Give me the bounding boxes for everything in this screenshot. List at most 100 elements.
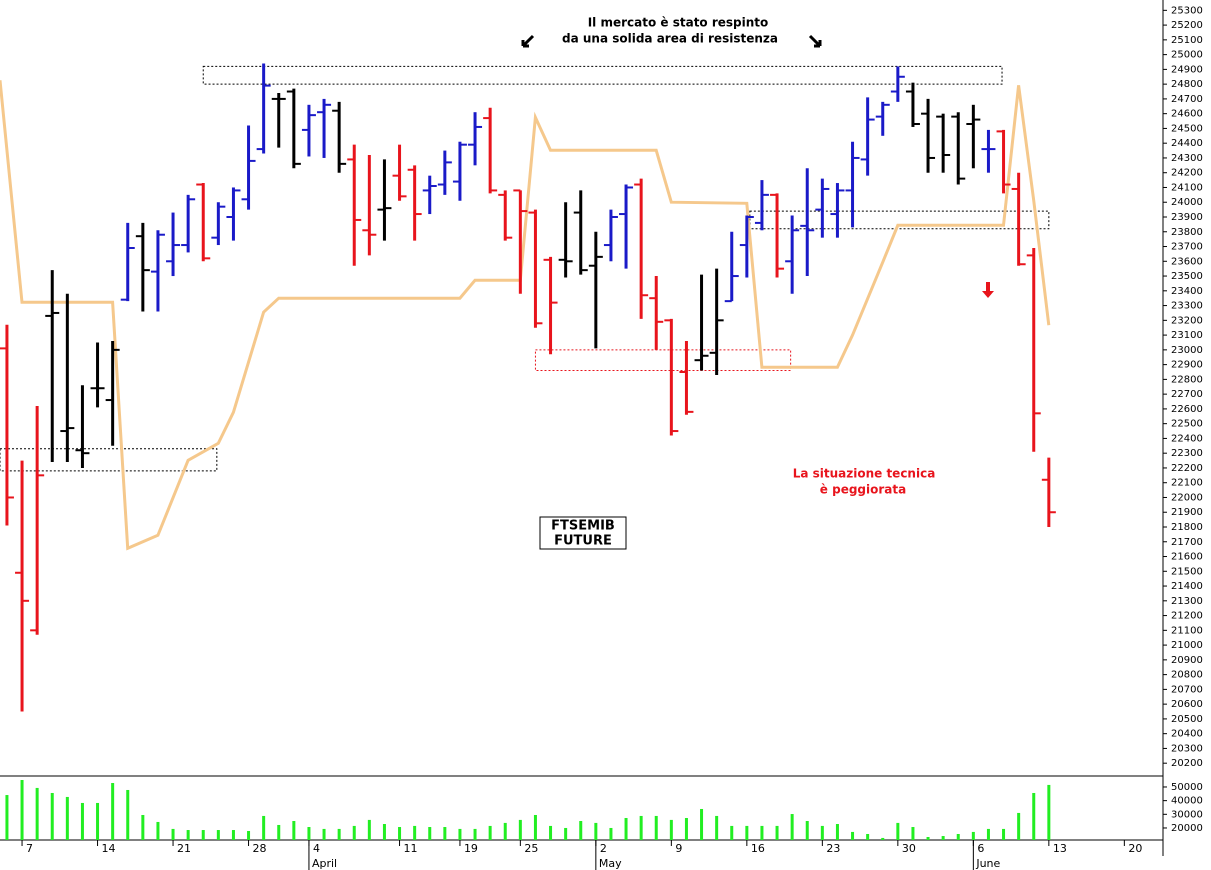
volume-bar bbox=[111, 783, 115, 840]
month-label: April bbox=[312, 857, 337, 870]
arrow bbox=[808, 34, 822, 48]
volume-bar bbox=[65, 796, 69, 840]
x-tick-label: 21 bbox=[177, 842, 191, 855]
y-tick-label: 20400 bbox=[1171, 729, 1203, 740]
y-tick-label: 24000 bbox=[1171, 197, 1203, 208]
y-tick-label: 25000 bbox=[1171, 50, 1203, 61]
x-tick-label: 23 bbox=[826, 842, 840, 855]
y-tick-label: 22900 bbox=[1171, 360, 1203, 371]
volume-bar bbox=[594, 822, 598, 840]
y-tick-label: 20800 bbox=[1171, 670, 1203, 681]
y-tick-label: 22300 bbox=[1171, 448, 1203, 459]
volume-bar bbox=[941, 836, 945, 840]
y-tick-label: 20200 bbox=[1171, 758, 1203, 769]
volume-bar bbox=[851, 831, 855, 840]
resistance-zone bbox=[534, 349, 792, 372]
y-tick-label: 20700 bbox=[1171, 684, 1203, 695]
volume-bar bbox=[186, 830, 190, 840]
volume-bar bbox=[564, 827, 568, 840]
y-tick-label: 23700 bbox=[1171, 242, 1203, 253]
y-tick-label: 22100 bbox=[1171, 478, 1203, 489]
resistance-zone bbox=[202, 65, 1003, 85]
volume-bar bbox=[986, 828, 990, 840]
volume-bar bbox=[881, 837, 885, 840]
y-tick-label: 21300 bbox=[1171, 596, 1203, 607]
volume-bar bbox=[428, 827, 432, 840]
volume-bar bbox=[579, 821, 583, 840]
volume-bar bbox=[745, 825, 749, 840]
volume-bar bbox=[1002, 828, 1006, 840]
volume-bar bbox=[971, 831, 975, 840]
x-tick-label: 16 bbox=[751, 842, 765, 855]
volume-bar bbox=[805, 821, 809, 840]
y-tick-label: 21500 bbox=[1171, 566, 1203, 577]
volume-bar bbox=[50, 792, 54, 840]
x-tick-label: 7 bbox=[26, 842, 33, 855]
volume-bar bbox=[5, 795, 9, 840]
volume-tick-label: 40000 bbox=[1171, 796, 1203, 807]
y-tick-label: 24300 bbox=[1171, 153, 1203, 164]
volume-bar bbox=[35, 787, 39, 840]
volume-bar bbox=[382, 824, 386, 840]
volume-bar bbox=[956, 833, 960, 840]
volume-bar bbox=[896, 822, 900, 840]
volume-tick-label: 20000 bbox=[1171, 823, 1203, 834]
y-tick-label: 20600 bbox=[1171, 699, 1203, 710]
volume-tick-label: 50000 bbox=[1171, 782, 1203, 793]
volume-bar bbox=[911, 827, 915, 840]
y-tick-label: 23500 bbox=[1171, 271, 1203, 282]
volume-bar bbox=[1047, 784, 1051, 840]
y-tick-label: 21800 bbox=[1171, 522, 1203, 533]
y-tick-label: 24500 bbox=[1171, 123, 1203, 134]
volume-bar bbox=[730, 825, 734, 840]
volume-bar bbox=[1017, 812, 1021, 840]
y-tick-label: 20900 bbox=[1171, 655, 1203, 666]
x-tick-label: 11 bbox=[404, 842, 418, 855]
volume-bar bbox=[322, 828, 326, 840]
y-tick-label: 21900 bbox=[1171, 507, 1203, 518]
alert: La situazione tecnica bbox=[793, 467, 936, 481]
volume-bar bbox=[307, 827, 311, 840]
volume-bar bbox=[247, 830, 251, 840]
y-tick-label: 21100 bbox=[1171, 625, 1203, 636]
y-tick-label: 22700 bbox=[1171, 389, 1203, 400]
volume-bar bbox=[775, 825, 779, 840]
y-tick-label: 23400 bbox=[1171, 286, 1203, 297]
volume-bar bbox=[1032, 792, 1036, 840]
volume-bar bbox=[549, 825, 553, 840]
alert: è peggiorata bbox=[820, 483, 906, 497]
y-tick-label: 23900 bbox=[1171, 212, 1203, 223]
volume-tick-label: 30000 bbox=[1171, 809, 1203, 820]
indicator-line bbox=[0, 80, 1051, 551]
volume-bar bbox=[715, 815, 719, 840]
x-tick-label: 2 bbox=[600, 842, 607, 855]
y-tick-label: 24400 bbox=[1171, 138, 1203, 149]
x-tick-label: 25 bbox=[524, 842, 538, 855]
volume-bar bbox=[760, 825, 764, 840]
y-tick-label: 22400 bbox=[1171, 433, 1203, 444]
y-tick-label: 25100 bbox=[1171, 35, 1203, 46]
volume-bar bbox=[458, 828, 462, 840]
y-tick-label: 21400 bbox=[1171, 581, 1203, 592]
y-tick-label: 23800 bbox=[1171, 227, 1203, 238]
volume-bar bbox=[790, 814, 794, 840]
volume-bar bbox=[533, 814, 537, 840]
volume-bar bbox=[443, 827, 447, 840]
y-tick-label: 22600 bbox=[1171, 404, 1203, 415]
y-tick-label: 23600 bbox=[1171, 256, 1203, 267]
volume-bar bbox=[503, 822, 507, 840]
volume-bar bbox=[201, 830, 205, 840]
month-label: May bbox=[599, 857, 622, 870]
arrow bbox=[521, 34, 535, 48]
y-tick-label: 24600 bbox=[1171, 109, 1203, 120]
volume-bar bbox=[96, 802, 100, 840]
resistance-zone bbox=[749, 210, 1050, 230]
volume-bar bbox=[277, 824, 281, 840]
volume-bar bbox=[835, 824, 839, 840]
volume-bar bbox=[262, 815, 266, 840]
y-tick-label: 21700 bbox=[1171, 537, 1203, 548]
y-tick-label: 20300 bbox=[1171, 743, 1203, 754]
volume-bar bbox=[820, 825, 824, 840]
y-tick-label: 23200 bbox=[1171, 315, 1203, 326]
